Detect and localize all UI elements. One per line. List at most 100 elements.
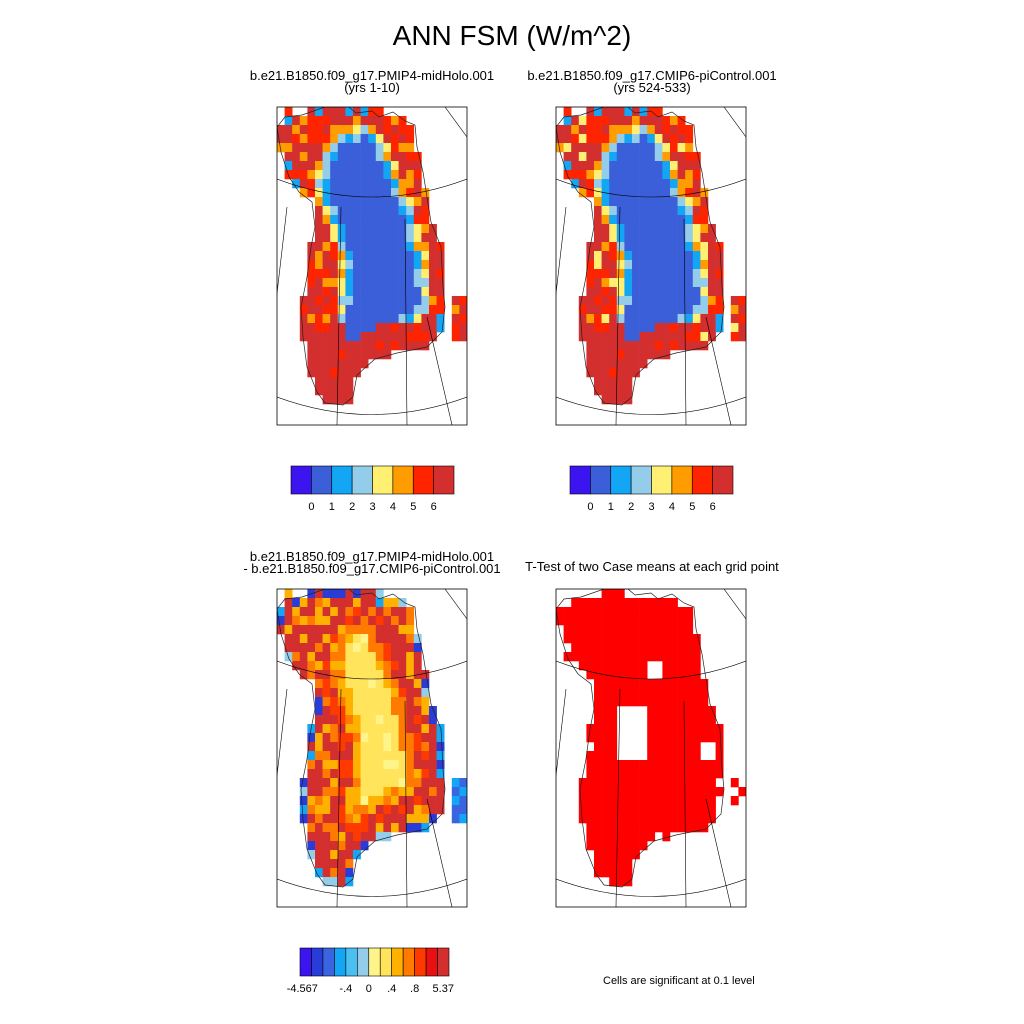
- panel-title-top-right-line2: (yrs 524-533): [613, 80, 691, 95]
- grid-cell: [322, 652, 331, 662]
- grid-cell: [571, 616, 580, 626]
- grid-cell: [586, 733, 595, 743]
- grid-cell: [639, 643, 648, 653]
- grid-cell: [391, 787, 399, 797]
- grid-cell: [556, 125, 564, 135]
- grid-cell: [429, 314, 437, 324]
- grid-cell: [654, 341, 663, 351]
- colorbar-tick-label: 1: [608, 501, 614, 513]
- grid-cell: [330, 233, 339, 243]
- grid-cell: [406, 823, 415, 833]
- grid-cell: [368, 715, 377, 725]
- grid-cell: [391, 305, 399, 315]
- grid-cell: [578, 805, 587, 815]
- grid-cell: [391, 661, 399, 671]
- grid-cell: [398, 823, 407, 833]
- grid-cell: [708, 778, 716, 788]
- grid-cell: [609, 643, 618, 653]
- grid-cell: [632, 688, 640, 698]
- grid-cell: [345, 589, 354, 599]
- grid-cell: [715, 251, 724, 261]
- grid-cell: [654, 823, 663, 833]
- grid-cell: [662, 742, 671, 752]
- grid-cell: [345, 796, 354, 806]
- grid-cell: [616, 386, 625, 396]
- grid-cell: [375, 616, 384, 626]
- grid-cell: [578, 634, 587, 644]
- grid-cell: [654, 778, 663, 788]
- grid-cell: [345, 679, 354, 689]
- grid-cell: [639, 242, 648, 252]
- grid-cell: [594, 706, 602, 716]
- grid-cell: [337, 359, 346, 369]
- bottom-right-frame: [555, 588, 747, 908]
- grid-cell: [375, 742, 384, 752]
- grid-cell: [594, 161, 602, 171]
- grid-cell: [292, 616, 301, 626]
- grid-cell: [398, 697, 407, 707]
- grid-cell: [601, 706, 610, 716]
- grid-cell: [391, 152, 399, 162]
- grid-cell: [677, 161, 686, 171]
- grid-cell: [421, 823, 430, 833]
- grid-cell: [670, 760, 678, 770]
- grid-cell: [738, 787, 746, 797]
- longitude-line: [556, 206, 567, 296]
- grid-cell: [647, 625, 656, 635]
- grid-cell: [647, 332, 656, 342]
- grid-cell: [624, 332, 633, 342]
- grid-cell: [647, 751, 656, 761]
- grid-cell: [406, 769, 415, 779]
- grid-cell: [601, 733, 610, 743]
- grid-cell: [391, 823, 399, 833]
- grid-cell: [685, 661, 694, 671]
- grid-cell: [375, 715, 384, 725]
- grid-cell: [601, 341, 610, 351]
- grid-cell: [670, 242, 678, 252]
- grid-cell: [353, 733, 361, 743]
- grid-cell: [345, 778, 354, 788]
- grid-cell: [601, 278, 610, 288]
- grid-cell: [601, 805, 610, 815]
- grid-cell: [315, 850, 323, 860]
- grid-cell: [632, 787, 640, 797]
- grid-cell: [368, 116, 377, 126]
- grid-cell: [383, 179, 392, 189]
- grid-cell: [586, 760, 595, 770]
- grid-cell: [368, 188, 377, 198]
- grid-cell: [594, 841, 602, 851]
- grid-cell: [578, 787, 587, 797]
- colorbar-tick-label: -4.567: [287, 983, 318, 995]
- grid-cell: [586, 305, 595, 315]
- grid-cell: [375, 805, 384, 815]
- grid-cell: [345, 598, 354, 608]
- grid-cell: [315, 832, 323, 842]
- grid-cell: [601, 386, 610, 396]
- panel-title-top-right-line1: b.e21.B1850.f09_g17.CMIP6-piControl.001: [527, 68, 777, 83]
- grid-cell: [632, 832, 640, 842]
- grid-cell: [639, 188, 648, 198]
- colorbar-swatch: [437, 947, 450, 977]
- grid-cell: [609, 688, 618, 698]
- grid-cell: [292, 661, 301, 671]
- grid-cell: [632, 134, 640, 144]
- grid-cell: [375, 652, 384, 662]
- grid-cell: [345, 625, 354, 635]
- grid-cell: [601, 787, 610, 797]
- grid-cell: [391, 224, 399, 234]
- grid-cell: [322, 787, 331, 797]
- grid-cell: [345, 859, 354, 869]
- colorbar-swatch: [433, 465, 455, 495]
- grid-cell: [391, 125, 399, 135]
- grid-cell: [398, 742, 407, 752]
- grid-cell: [368, 161, 377, 171]
- grid-cell: [738, 314, 746, 324]
- grid-cell: [353, 706, 361, 716]
- grid-cell: [353, 715, 361, 725]
- grid-cell: [632, 697, 640, 707]
- grid-cell: [594, 269, 602, 279]
- grid-cell: [429, 760, 437, 770]
- grid-cell: [578, 796, 587, 806]
- grid-cell: [662, 751, 671, 761]
- grid-cell: [632, 152, 640, 162]
